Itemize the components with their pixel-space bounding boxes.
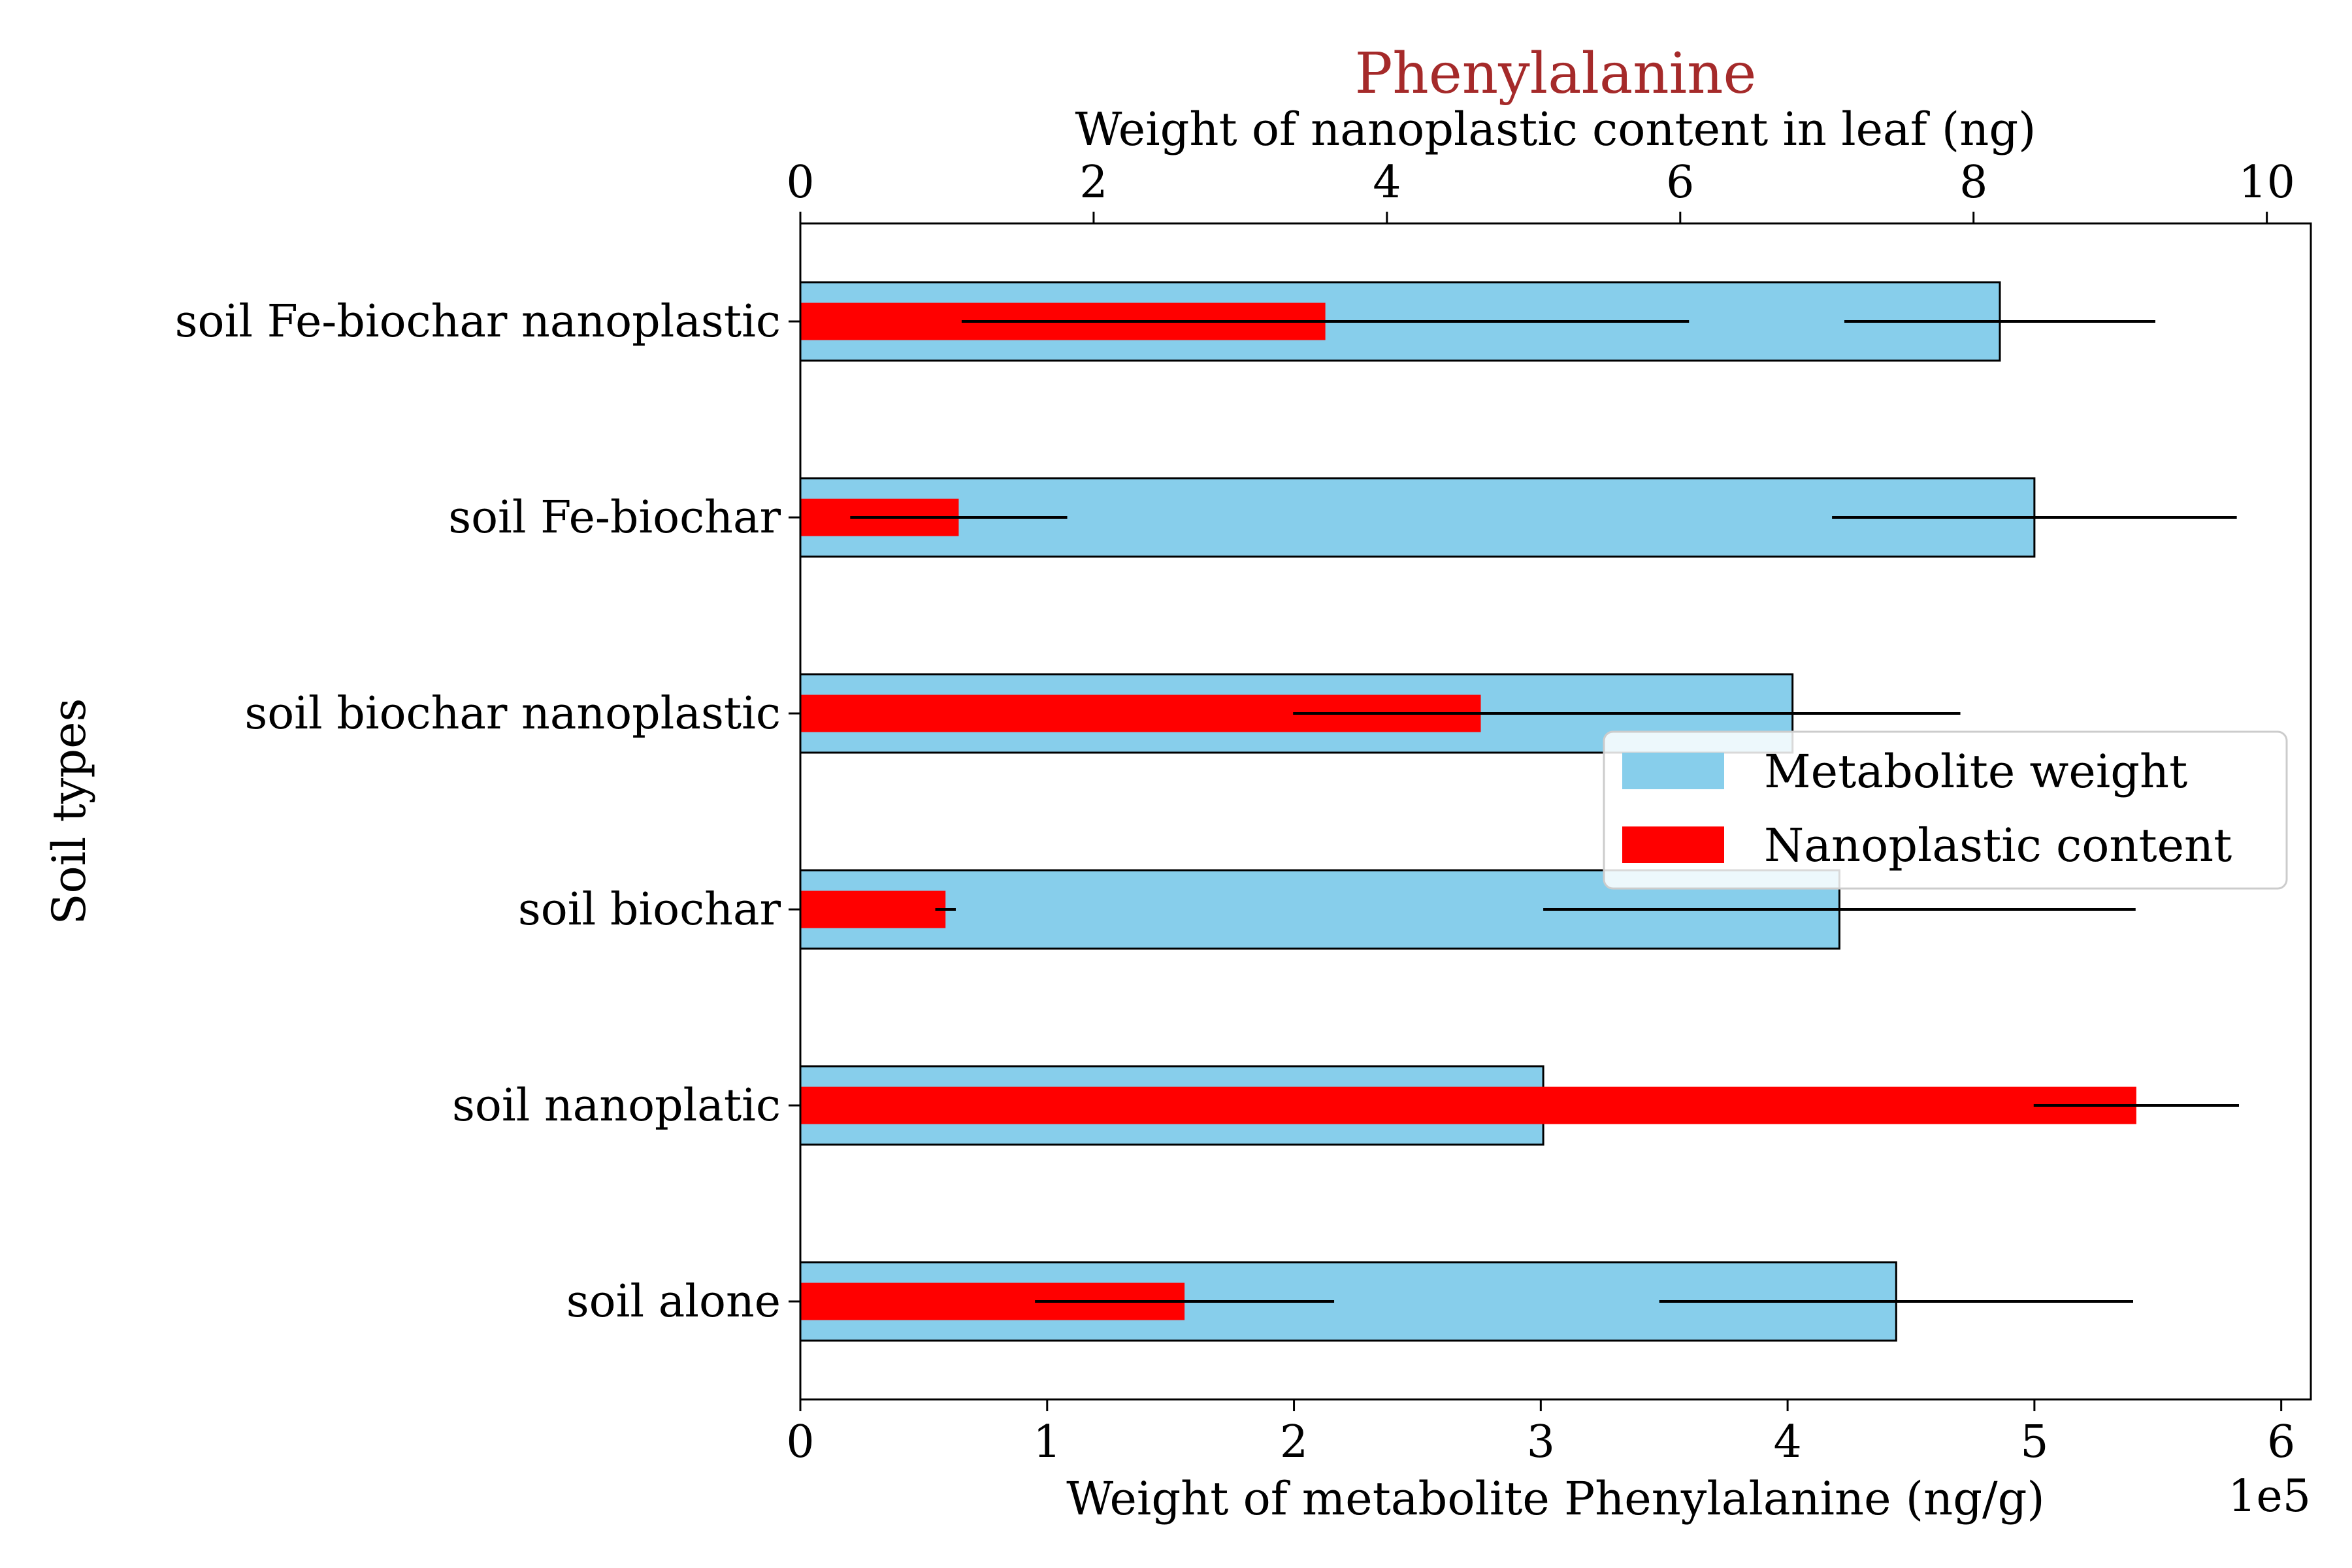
top-tick-label-3: 6 — [1666, 157, 1694, 208]
bottom-tick-label-3: 3 — [1527, 1416, 1555, 1468]
bottom-axis-label: Weight of metabolite Phenylalanine (ng/g… — [1066, 1472, 2044, 1526]
legend-swatch-metabolite — [1622, 753, 1724, 789]
category-label-4: soil Fe-biochar — [448, 492, 781, 544]
bottom-tick-label-5: 5 — [2020, 1416, 2048, 1468]
top-tick-label-1: 2 — [1079, 157, 1107, 208]
top-tick-label-5: 10 — [2238, 157, 2295, 208]
top-tick-label-4: 8 — [1959, 157, 1987, 208]
category-label-1: soil nanoplatic — [452, 1080, 781, 1132]
plot-frame — [799, 222, 2312, 1401]
top-tick-label-2: 4 — [1373, 157, 1401, 208]
bottom-tick-label-6: 6 — [2267, 1416, 2295, 1468]
bottom-axis: 0 1 2 3 4 5 6 — [786, 1399, 2295, 1468]
top-tick-label-0: 0 — [786, 157, 814, 208]
legend-box — [1603, 730, 2288, 890]
bottom-tick-label-1: 1 — [1033, 1416, 1061, 1468]
legend: Metabolite weight Nanoplastic content — [1603, 730, 2288, 890]
y-axis: soil alone soil nanoplatic soil biochar soi… — [175, 296, 800, 1328]
chart-title: Phenylalanine — [1355, 41, 1757, 106]
bottom-tick-label-4: 4 — [1773, 1416, 1801, 1468]
legend-swatch-nanoplastic — [1622, 826, 1724, 863]
bottom-axis-offset-label: 1e5 — [2228, 1471, 2311, 1522]
category-label-0: soil alone — [566, 1276, 781, 1328]
top-axis: 0 2 4 6 8 10 — [786, 157, 2295, 223]
bottom-tick-label-2: 2 — [1280, 1416, 1308, 1468]
top-axis-label: Weight of nanoplastic content in leaf (n… — [1075, 103, 2036, 156]
category-label-3: soil biochar nanoplastic — [244, 688, 781, 740]
bottom-tick-label-0: 0 — [786, 1416, 814, 1468]
nanoplastic-bar-2 — [800, 890, 946, 928]
category-label-5: soil Fe-biochar nanoplastic — [175, 296, 781, 348]
y-axis-label: Soil types — [42, 698, 96, 925]
category-label-2: soil biochar — [518, 884, 781, 936]
legend-label-nanoplastic: Nanoplastic content — [1764, 819, 2232, 872]
error-bars-layer — [850, 320, 2240, 1303]
legend-label-metabolite: Metabolite weight — [1764, 745, 2187, 798]
nanoplastic-bar-1 — [800, 1086, 2136, 1124]
